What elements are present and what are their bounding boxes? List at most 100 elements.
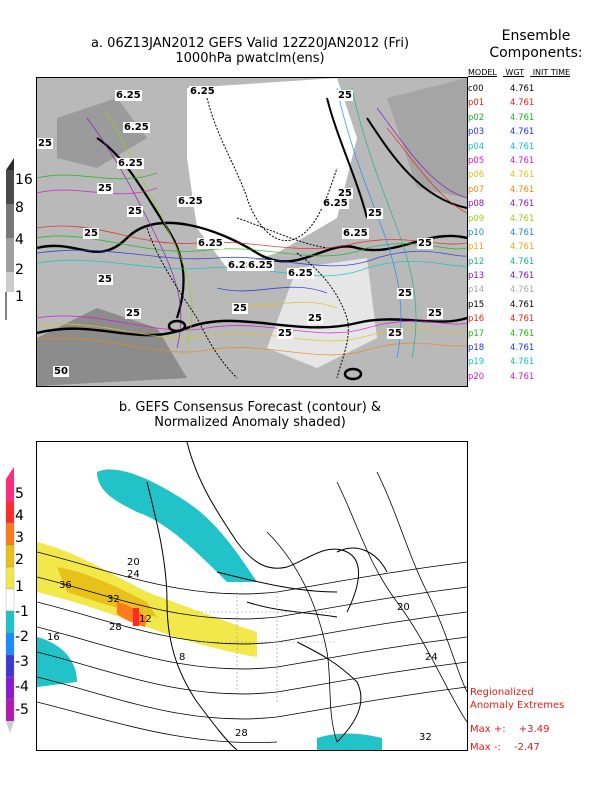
member-weight: 4.761 bbox=[510, 343, 535, 354]
contour-label: 6.25 bbox=[342, 228, 369, 239]
ensemble-member-row: p09 4.761 bbox=[468, 212, 598, 226]
ensemble-member-row: p14 4.761 bbox=[468, 283, 598, 297]
member-weight: 4.761 bbox=[510, 155, 535, 166]
panel-b-map: 36 32 28 24 20 16 12 8 20 24 28 32 bbox=[36, 441, 468, 751]
member-weight: 4.761 bbox=[510, 299, 535, 310]
contour-label-8: 8 bbox=[179, 652, 186, 663]
colorbar-b-segment bbox=[5, 566, 15, 590]
contour-label: 6.25 bbox=[189, 86, 216, 97]
colorbar-b-label-minus2: -2 bbox=[15, 629, 29, 645]
ensemble-member-row: p17 4.761 bbox=[468, 327, 598, 341]
colorbar-b-label-minus3: -3 bbox=[15, 654, 29, 670]
member-weight: 4.761 bbox=[510, 141, 535, 152]
member-weight: 4.761 bbox=[510, 357, 535, 368]
ensemble-member-row: p07 4.761 bbox=[468, 183, 598, 197]
contour-label: 25 bbox=[125, 308, 141, 319]
contour-label-36: 36 bbox=[59, 580, 72, 591]
member-weight: 4.761 bbox=[510, 256, 535, 267]
ensemble-columns: MODEL WGT INIT TIME bbox=[468, 68, 576, 77]
colorbar-b-segment bbox=[5, 500, 15, 524]
contour-label: 25 bbox=[97, 183, 113, 194]
member-name: p09 bbox=[468, 213, 485, 224]
member-name: p16 bbox=[468, 314, 485, 325]
panel-b-map-drawing bbox=[37, 442, 467, 750]
contour-label: 25 bbox=[337, 188, 353, 199]
contour-label-24: 24 bbox=[127, 569, 140, 580]
member-weight: 4.761 bbox=[510, 328, 535, 339]
contour-label: 25 bbox=[387, 328, 403, 339]
member-weight: 4.761 bbox=[510, 127, 535, 138]
member-weight: 4.761 bbox=[510, 98, 535, 109]
contour-label-32b: 32 bbox=[419, 732, 432, 743]
colorbar-b-segment bbox=[5, 654, 15, 678]
ensemble-member-row: p08 4.761 bbox=[468, 197, 598, 211]
colorbar-b-segment bbox=[5, 632, 15, 656]
colorbar-b-segment bbox=[5, 544, 15, 568]
contour-label: 25 bbox=[83, 228, 99, 239]
panel-a-map: 6.25 6.25 6.25 6.25 6.25 6.25 6.25 6.25 … bbox=[36, 77, 468, 387]
ensemble-member-row: p19 4.761 bbox=[468, 355, 598, 369]
ensemble-member-row: c00 4.761 bbox=[468, 82, 598, 96]
colorbar-b-segment bbox=[5, 698, 15, 722]
contour-label: 25 bbox=[367, 208, 383, 219]
ensemble-member-row: p05 4.761 bbox=[468, 154, 598, 168]
member-name: p10 bbox=[468, 227, 485, 238]
extremes-heading-line1: Regionalized bbox=[470, 687, 534, 698]
contour-label: 6.25 bbox=[123, 122, 150, 133]
contour-label: 6.25 bbox=[117, 158, 144, 169]
member-name: p15 bbox=[468, 299, 485, 310]
ensemble-member-row: p11 4.761 bbox=[468, 240, 598, 254]
contour-label: 6.25 bbox=[197, 238, 224, 249]
col-init-header: INIT TIME bbox=[532, 68, 571, 77]
member-weight: 4.761 bbox=[510, 112, 535, 123]
contour-label: 6.25 bbox=[247, 260, 274, 271]
colorbar-b-segment bbox=[5, 478, 15, 502]
max-plus-row: Max +: +3.49 bbox=[470, 723, 549, 736]
contour-label: 25 bbox=[127, 206, 143, 217]
contour-label: 25 bbox=[337, 90, 353, 101]
panel-b-title: b. GEFS Consensus Forecast (contour) & N… bbox=[40, 400, 460, 430]
member-weight: 4.761 bbox=[510, 227, 535, 238]
contour-label: 25 bbox=[417, 238, 433, 249]
max-plus-value: +3.49 bbox=[518, 724, 550, 735]
member-weight: 4.761 bbox=[510, 170, 535, 181]
ensemble-heading-line1: Ensemble bbox=[501, 28, 571, 44]
ensemble-member-row: p15 4.761 bbox=[468, 298, 598, 312]
member-weight: 4.761 bbox=[510, 184, 535, 195]
member-weight: 4.761 bbox=[510, 271, 535, 282]
max-minus-row: Max -: -2.47 bbox=[470, 741, 540, 754]
member-weight: 4.761 bbox=[510, 84, 535, 94]
colorbar-b-bottom-arrow bbox=[6, 721, 14, 733]
member-name: p19 bbox=[468, 357, 485, 368]
member-name: p02 bbox=[468, 112, 485, 123]
member-name: c00 bbox=[468, 84, 484, 94]
colorbar-b-label-2: 2 bbox=[15, 552, 24, 568]
ensemble-member-row: p02 4.761 bbox=[468, 111, 598, 125]
member-name: p08 bbox=[468, 199, 485, 210]
max-minus-label: Max -: bbox=[470, 742, 501, 753]
member-name: p18 bbox=[468, 343, 485, 354]
member-weight: 4.761 bbox=[510, 371, 535, 382]
contour-label-32: 32 bbox=[107, 594, 120, 605]
contour-label: 25 bbox=[397, 288, 413, 299]
ensemble-member-row: p03 4.761 bbox=[468, 125, 598, 139]
colorbar-a-label-2: 2 bbox=[15, 262, 24, 278]
panel-b-title-line1: b. GEFS Consensus Forecast (contour) & bbox=[118, 400, 382, 415]
panel-a-title: a. 06Z13JAN2012 GEFS Valid 12Z20JAN2012 … bbox=[40, 36, 460, 66]
member-name: p01 bbox=[468, 98, 485, 109]
extremes-heading-line2: Anomaly Extremes bbox=[470, 700, 565, 711]
ensemble-member-row: p01 4.761 bbox=[468, 96, 598, 110]
colorbar-b-segment bbox=[5, 610, 15, 634]
panel-a-colorbar bbox=[5, 158, 14, 320]
contour-label-28b: 28 bbox=[235, 728, 248, 739]
max-minus-value: -2.47 bbox=[514, 742, 540, 753]
colorbar-b-top-arrow bbox=[6, 467, 14, 479]
ensemble-member-row: p18 4.761 bbox=[468, 341, 598, 355]
ensemble-member-row: p10 4.761 bbox=[468, 226, 598, 240]
member-weight: 4.761 bbox=[510, 213, 535, 224]
contour-label: 25 bbox=[232, 303, 248, 314]
member-name: p07 bbox=[468, 184, 485, 195]
ensemble-heading: Ensemble Components: bbox=[472, 28, 600, 62]
colorbar-b-segment bbox=[5, 588, 15, 612]
ensemble-list: c00 4.761 p01 4.761 p02 4.761 p03 4.761 p04 4.761… bbox=[468, 82, 598, 384]
